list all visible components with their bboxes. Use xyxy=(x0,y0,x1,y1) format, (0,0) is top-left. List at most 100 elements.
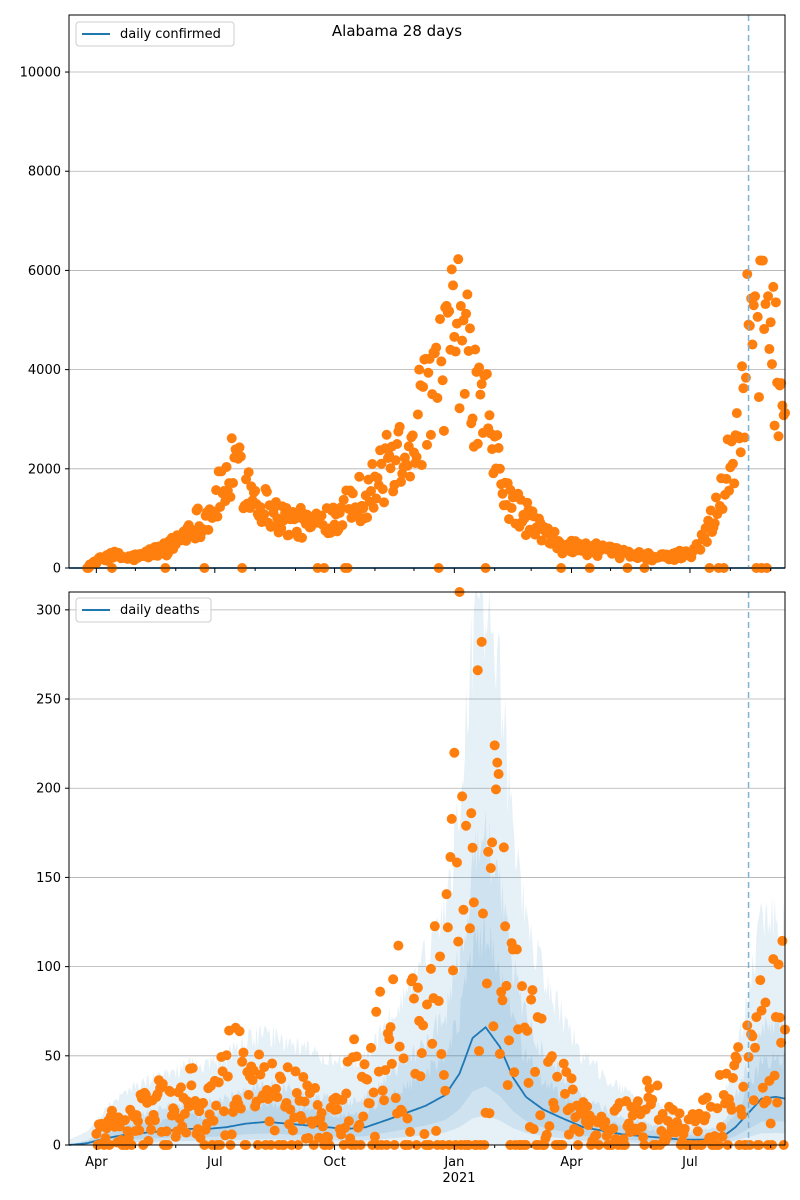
data-point xyxy=(500,921,511,932)
x-tick-label: Apr xyxy=(85,1155,108,1170)
data-point xyxy=(435,314,446,325)
data-point xyxy=(438,425,449,436)
data-point xyxy=(455,301,466,312)
data-point xyxy=(476,379,487,390)
data-point xyxy=(226,1129,237,1140)
data-point xyxy=(379,497,390,508)
data-point xyxy=(368,1087,379,1098)
data-point xyxy=(358,503,369,514)
data-point xyxy=(303,1133,314,1144)
data-point xyxy=(657,1108,668,1119)
data-point xyxy=(760,997,771,1008)
data-point xyxy=(446,264,457,275)
data-point xyxy=(317,1121,328,1132)
data-point xyxy=(750,1042,761,1053)
data-point xyxy=(552,1071,563,1082)
data-point xyxy=(459,388,470,399)
data-point xyxy=(566,1073,577,1084)
data-point xyxy=(451,857,462,868)
data-point xyxy=(212,511,223,522)
data-point xyxy=(395,476,406,487)
data-point xyxy=(187,1063,198,1074)
data-point xyxy=(541,1129,552,1140)
data-point xyxy=(483,846,494,857)
data-point xyxy=(442,922,453,933)
data-point xyxy=(467,413,478,424)
data-point xyxy=(407,430,418,441)
data-point xyxy=(470,344,481,355)
data-point xyxy=(161,1126,172,1137)
data-point xyxy=(774,1012,785,1023)
data-point xyxy=(690,1116,701,1127)
data-point xyxy=(416,460,427,471)
data-point xyxy=(362,512,373,523)
data-point xyxy=(222,1071,233,1082)
data-point xyxy=(724,485,735,496)
deaths-axes-frame xyxy=(68,591,786,1146)
data-point xyxy=(213,1077,224,1088)
data-point xyxy=(776,1037,787,1048)
x-tick-label: Jul xyxy=(681,1155,698,1170)
data-point xyxy=(461,308,472,319)
data-point xyxy=(287,1125,298,1136)
data-point xyxy=(490,784,501,795)
data-point xyxy=(385,1022,396,1033)
data-point xyxy=(250,485,261,496)
data-point xyxy=(453,254,464,265)
data-point xyxy=(504,1035,515,1046)
data-point xyxy=(765,1118,776,1129)
data-point xyxy=(393,940,404,951)
data-point xyxy=(427,1038,438,1049)
data-point xyxy=(494,1048,505,1059)
deaths-subplot: 0 50 100 150 200 250 300 Apr Jul Oct Jan Apr Jul 20… xyxy=(36,587,790,1186)
confirmed-axes-frame xyxy=(68,14,786,569)
data-point xyxy=(700,1111,711,1122)
y-tick-label: 10000 xyxy=(20,66,61,81)
data-point xyxy=(626,1102,637,1113)
data-point xyxy=(567,1084,578,1095)
data-point xyxy=(449,331,460,342)
data-point xyxy=(398,1053,409,1064)
data-point xyxy=(211,1100,222,1111)
data-point xyxy=(692,1126,703,1137)
data-point xyxy=(517,981,528,992)
data-point xyxy=(218,1106,229,1117)
data-point xyxy=(234,1026,245,1037)
data-point xyxy=(181,1127,192,1138)
data-point xyxy=(255,1069,266,1080)
data-point xyxy=(414,364,425,375)
data-point xyxy=(449,747,460,758)
data-point xyxy=(394,1041,405,1052)
data-point xyxy=(259,1062,270,1073)
data-point xyxy=(522,1025,533,1036)
data-point xyxy=(511,944,522,955)
data-point xyxy=(336,502,347,513)
data-point xyxy=(737,361,748,372)
data-point xyxy=(454,403,465,414)
y-tick-label: 0 xyxy=(53,1139,61,1154)
data-point xyxy=(744,320,755,331)
data-point xyxy=(476,636,487,647)
confirmed-legend-label: daily confirmed xyxy=(120,27,221,42)
data-point xyxy=(436,356,447,367)
data-point xyxy=(764,344,775,355)
uncertainty-band xyxy=(69,810,785,1145)
data-point xyxy=(316,1107,327,1118)
data-point xyxy=(752,311,763,322)
data-point xyxy=(225,491,236,502)
data-point xyxy=(549,1103,560,1114)
data-point xyxy=(254,1049,265,1060)
data-point xyxy=(390,455,401,466)
data-point xyxy=(416,1048,427,1059)
data-point xyxy=(341,1088,352,1099)
data-point xyxy=(761,1095,772,1106)
data-point xyxy=(349,1034,360,1045)
data-point xyxy=(405,471,416,482)
data-point xyxy=(302,1080,313,1091)
data-point xyxy=(738,1081,749,1092)
x-tick-label: Jul xyxy=(206,1155,223,1170)
data-point xyxy=(386,1058,397,1069)
data-point xyxy=(448,965,459,976)
data-point xyxy=(433,996,444,1007)
data-point xyxy=(192,1124,203,1135)
